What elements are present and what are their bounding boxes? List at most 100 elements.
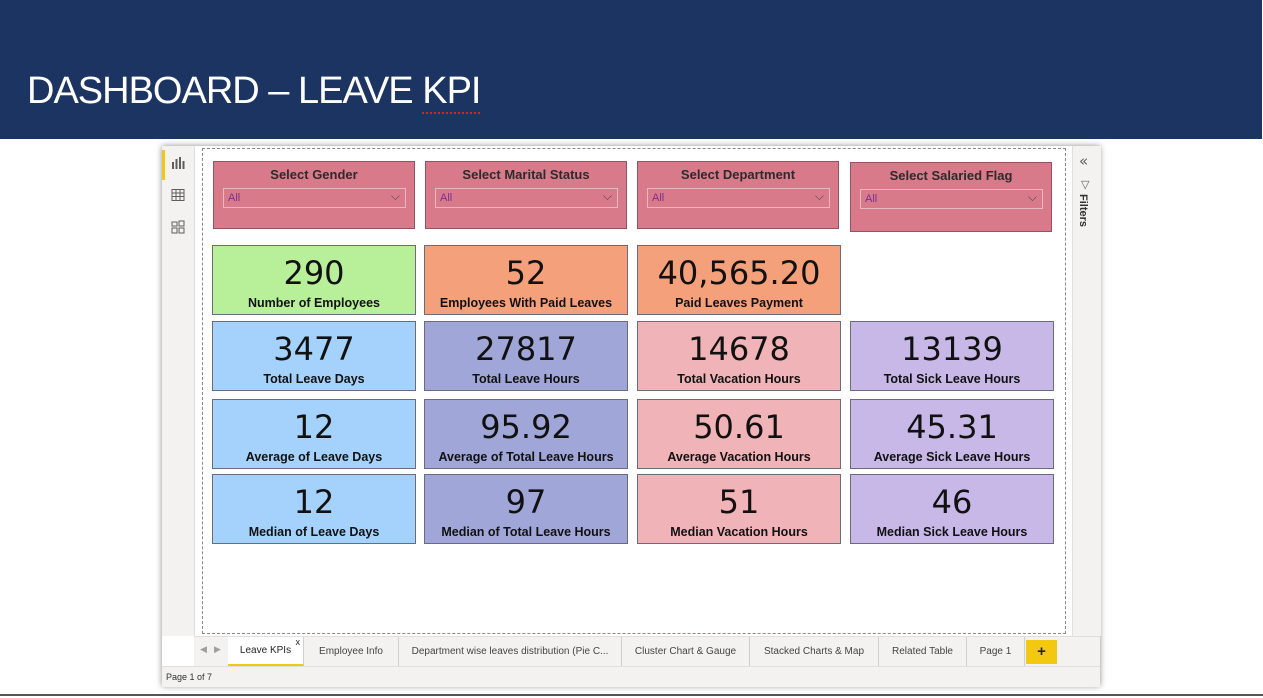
kpi-card-total-leave-days[interactable]: 3477 Total Leave Days bbox=[212, 321, 416, 391]
data-view-icon[interactable] bbox=[170, 188, 186, 204]
kpi-card-total-vacation-hours[interactable]: 14678 Total Vacation Hours bbox=[637, 321, 841, 391]
slide-title: DASHBOARD – LEAVE KPI bbox=[27, 70, 481, 114]
slicer-title: Select Gender bbox=[270, 167, 358, 182]
tab-scroll-left-icon[interactable]: ◀ bbox=[200, 645, 207, 655]
kpi-label: Average of Total Leave Hours bbox=[438, 450, 614, 464]
slicer-value: All bbox=[865, 193, 878, 205]
kpi-card-employees-with-paid-leaves[interactable]: 52 Employees With Paid Leaves bbox=[424, 245, 628, 315]
filters-pane[interactable]: « ▽ Filters bbox=[1072, 146, 1101, 636]
tab-page-1[interactable]: Page 1 bbox=[967, 637, 1025, 667]
chevron-down-icon: ⌵ bbox=[814, 189, 824, 203]
chevron-down-icon: ⌵ bbox=[602, 189, 612, 203]
kpi-value: 13139 bbox=[901, 330, 1003, 368]
kpi-label: Paid Leaves Payment bbox=[675, 296, 803, 310]
kpi-value: 45.31 bbox=[906, 408, 998, 446]
report-view-icon[interactable] bbox=[170, 156, 186, 172]
tab-label: Employee Info bbox=[319, 646, 383, 657]
tab-label: Leave KPIs bbox=[239, 645, 292, 656]
kpi-value: 14678 bbox=[688, 330, 790, 368]
kpi-value: 12 bbox=[293, 483, 335, 521]
slide-title-suffix: KPI bbox=[422, 70, 481, 114]
slicer-dropdown[interactable]: All ⌵ bbox=[647, 188, 830, 208]
kpi-label: Median Vacation Hours bbox=[670, 525, 808, 539]
kpi-value: 3477 bbox=[273, 330, 355, 368]
tab-cluster-chart-gauge[interactable]: Cluster Chart & Gauge bbox=[622, 637, 750, 667]
tab-scroll-right-icon[interactable]: ▶ bbox=[214, 645, 221, 655]
kpi-label: Average of Leave Days bbox=[245, 450, 383, 464]
kpi-label: Average Sick Leave Hours bbox=[873, 450, 1031, 464]
slicer-title: Select Department bbox=[680, 167, 796, 182]
kpi-label: Total Leave Hours bbox=[472, 372, 580, 386]
kpi-card-paid-leaves-payment[interactable]: 40,565.20 Paid Leaves Payment bbox=[637, 245, 841, 315]
kpi-card-total-leave-hours[interactable]: 27817 Total Leave Hours bbox=[424, 321, 628, 391]
tab-employee-info[interactable]: Employee Info bbox=[304, 637, 399, 667]
slicer-salaried-flag[interactable]: Select Salaried Flag All ⌵ bbox=[850, 162, 1052, 232]
kpi-card-median-vacation-hours[interactable]: 51 Median Vacation Hours bbox=[637, 474, 841, 544]
tab-related-table[interactable]: Related Table bbox=[879, 637, 967, 667]
kpi-value: 51 bbox=[718, 483, 760, 521]
chevron-down-icon: ⌵ bbox=[390, 189, 400, 203]
kpi-value: 12 bbox=[293, 408, 335, 446]
kpi-value: 97 bbox=[505, 483, 547, 521]
kpi-value: 95.92 bbox=[480, 408, 572, 446]
active-view-indicator bbox=[162, 150, 165, 180]
tab-stacked-charts-map[interactable]: Stacked Charts & Map bbox=[750, 637, 879, 667]
kpi-label: Total Sick Leave Hours bbox=[883, 372, 1021, 386]
kpi-card-median-of-total-leave-hours[interactable]: 97 Median of Total Leave Hours bbox=[424, 474, 628, 544]
slide-header: DASHBOARD – LEAVE KPI bbox=[0, 0, 1262, 139]
tab-label: Department wise leaves distribution (Pie… bbox=[411, 646, 609, 657]
status-bar: Page 1 of 7 bbox=[162, 666, 1100, 687]
kpi-value: 40,565.20 bbox=[657, 254, 821, 292]
kpi-label: Number of Employees bbox=[248, 296, 380, 310]
double-chevron-left-icon[interactable]: « bbox=[1079, 152, 1089, 170]
kpi-card-median-of-leave-days[interactable]: 12 Median of Leave Days bbox=[212, 474, 416, 544]
tab-label: Stacked Charts & Map bbox=[763, 646, 865, 657]
funnel-icon: ▽ bbox=[1081, 178, 1090, 191]
slide-bottom-rule bbox=[0, 694, 1263, 696]
chevron-down-icon: ⌵ bbox=[1027, 190, 1037, 204]
tab-label: Page 1 bbox=[979, 646, 1012, 657]
slicer-title: Select Salaried Flag bbox=[889, 168, 1013, 183]
tab-department-wise-leaves[interactable]: Department wise leaves distribution (Pie… bbox=[399, 637, 622, 667]
model-view-icon[interactable] bbox=[170, 220, 186, 236]
kpi-label: Median of Leave Days bbox=[248, 525, 380, 539]
page-tab-bar: ◀ ▶ Leave KPIs x Employee Info Departmen… bbox=[194, 636, 1100, 667]
kpi-card-average-vacation-hours[interactable]: 50.61 Average Vacation Hours bbox=[637, 399, 841, 469]
close-icon[interactable]: x bbox=[295, 637, 301, 647]
kpi-value: 50.61 bbox=[693, 408, 785, 446]
kpi-label: Median of Total Leave Hours bbox=[441, 525, 611, 539]
slicer-value: All bbox=[440, 192, 453, 204]
kpi-card-total-sick-leave-hours[interactable]: 13139 Total Sick Leave Hours bbox=[850, 321, 1054, 391]
tab-leave-kpis[interactable]: Leave KPIs x bbox=[228, 637, 304, 667]
kpi-card-average-of-leave-days[interactable]: 12 Average of Leave Days bbox=[212, 399, 416, 469]
kpi-value: 46 bbox=[931, 483, 973, 521]
slicer-value: All bbox=[228, 192, 241, 204]
add-page-button[interactable]: + bbox=[1026, 640, 1057, 664]
slicer-dropdown[interactable]: All ⌵ bbox=[435, 188, 618, 208]
kpi-label: Total Vacation Hours bbox=[677, 372, 801, 386]
kpi-value: 52 bbox=[505, 254, 547, 292]
powerbi-window: Select Gender All ⌵ Select Marital Statu… bbox=[162, 146, 1101, 687]
kpi-label: Total Leave Days bbox=[263, 372, 365, 386]
kpi-card-number-of-employees[interactable]: 290 Number of Employees bbox=[212, 245, 416, 315]
slicer-dropdown[interactable]: All ⌵ bbox=[860, 189, 1043, 209]
kpi-label: Average Vacation Hours bbox=[667, 450, 811, 464]
slicer-dropdown[interactable]: All ⌵ bbox=[223, 188, 406, 208]
slicer-title: Select Marital Status bbox=[462, 167, 590, 182]
tab-label: Related Table bbox=[892, 646, 953, 657]
kpi-value: 290 bbox=[283, 254, 345, 292]
report-canvas: Select Gender All ⌵ Select Marital Statu… bbox=[202, 148, 1066, 634]
slicer-gender[interactable]: Select Gender All ⌵ bbox=[213, 161, 415, 229]
filters-label[interactable]: Filters bbox=[1077, 194, 1089, 228]
kpi-label: Median Sick Leave Hours bbox=[876, 525, 1028, 539]
kpi-label: Employees With Paid Leaves bbox=[439, 296, 613, 310]
page-indicator: Page 1 of 7 bbox=[166, 672, 213, 682]
view-switcher-rail bbox=[162, 146, 195, 636]
slicer-marital-status[interactable]: Select Marital Status All ⌵ bbox=[425, 161, 627, 229]
kpi-card-average-of-total-leave-hours[interactable]: 95.92 Average of Total Leave Hours bbox=[424, 399, 628, 469]
kpi-card-average-sick-leave-hours[interactable]: 45.31 Average Sick Leave Hours bbox=[850, 399, 1054, 469]
kpi-card-median-sick-leave-hours[interactable]: 46 Median Sick Leave Hours bbox=[850, 474, 1054, 544]
slide-title-prefix: DASHBOARD – LEAVE bbox=[27, 70, 423, 112]
tab-label: Cluster Chart & Gauge bbox=[634, 646, 737, 657]
slicer-department[interactable]: Select Department All ⌵ bbox=[637, 161, 839, 229]
